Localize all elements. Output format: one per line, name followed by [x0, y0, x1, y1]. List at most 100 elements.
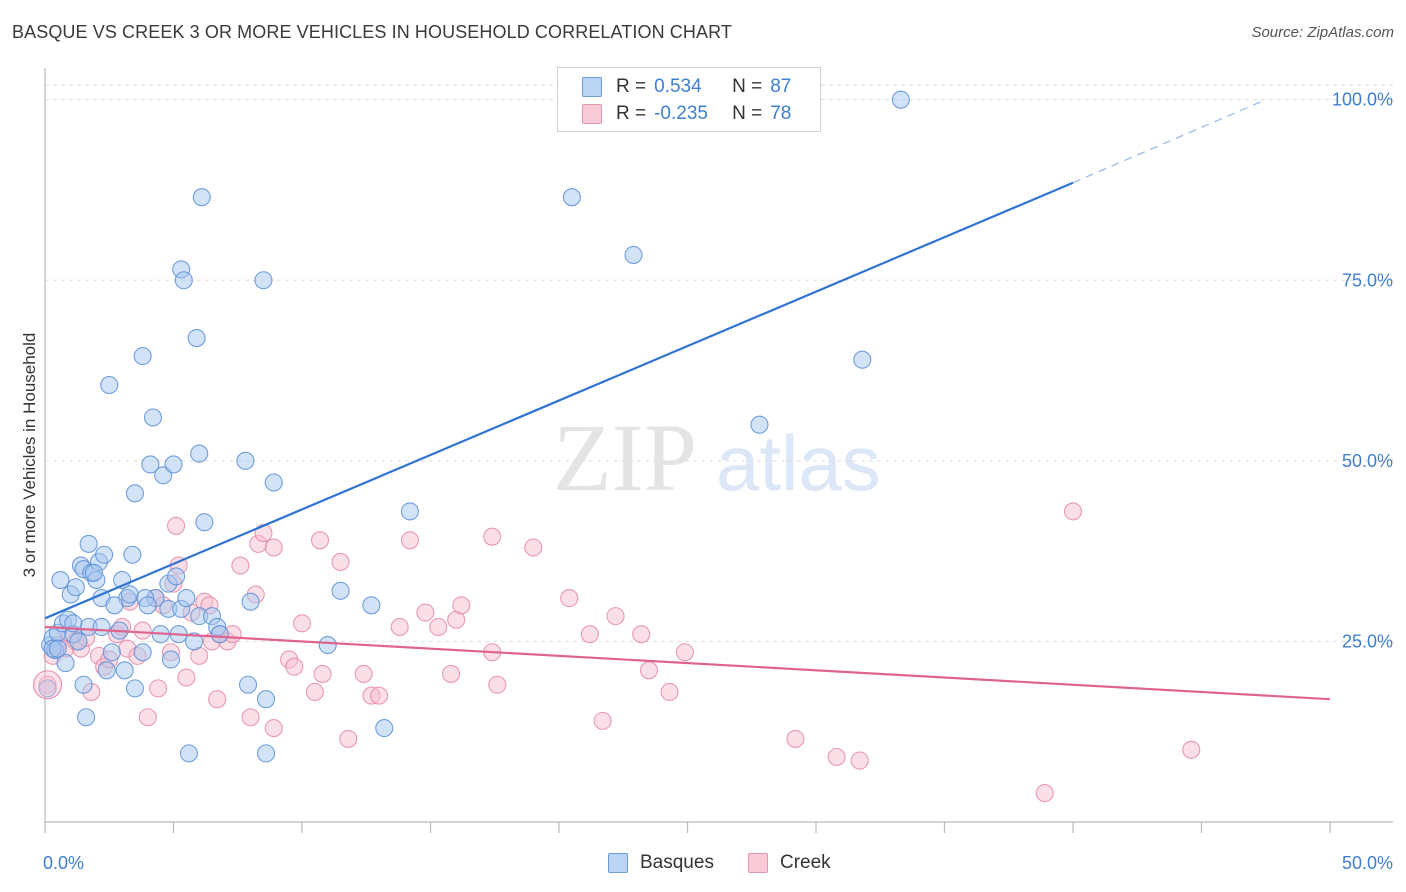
- creek-point: [429, 617, 448, 637]
- creek-point: [827, 747, 846, 767]
- basques-point: [210, 625, 229, 644]
- basques-point: [195, 513, 214, 532]
- y-tick-label: 75.0%: [1342, 270, 1393, 290]
- basques-point: [102, 643, 121, 662]
- basques-point: [185, 632, 204, 651]
- basques-point: [79, 534, 98, 553]
- basques-point: [56, 654, 75, 673]
- creek-point: [442, 664, 461, 683]
- basques-point: [174, 271, 193, 290]
- creek-point: [400, 531, 419, 550]
- creek-point: [138, 708, 157, 727]
- creek-trend-line: [44, 625, 1331, 701]
- basques-point: [254, 271, 273, 290]
- creek-swatch: [582, 104, 602, 124]
- basques-point: [51, 570, 70, 590]
- series-legend: Basques Creek: [0, 852, 1406, 878]
- creek-point: [416, 603, 435, 622]
- creek-point: [786, 729, 805, 748]
- creek-point: [177, 668, 196, 687]
- creek-point: [370, 686, 389, 705]
- n-label: N =: [732, 103, 763, 124]
- basques-point: [192, 188, 211, 207]
- basques-point: [38, 679, 57, 698]
- basques-point: [179, 744, 198, 763]
- creek-point: [488, 675, 507, 694]
- basques-point: [562, 188, 581, 207]
- x-tick-label: 50.0%: [1342, 853, 1393, 873]
- basques-point: [236, 451, 255, 470]
- creek-point: [1182, 740, 1201, 759]
- basques-swatch: [582, 77, 602, 97]
- legend-row-creek: R = -0.235 N = 78: [582, 102, 791, 126]
- r-value-basques: 0.534: [654, 76, 702, 97]
- basques-point: [187, 328, 206, 348]
- creek-point: [149, 679, 168, 698]
- creek-point: [33, 670, 63, 700]
- basques-point: [143, 408, 162, 427]
- basques-point: [133, 643, 152, 662]
- basques-point: [48, 639, 67, 658]
- basques-point: [891, 90, 910, 109]
- grid-lines: [45, 84, 1393, 642]
- r-label: R =: [616, 76, 647, 97]
- creek-point: [133, 621, 152, 640]
- creek-point: [390, 617, 409, 637]
- basques-point: [331, 581, 350, 600]
- basques-point: [624, 245, 643, 265]
- creek-point: [313, 664, 332, 683]
- basques-point: [164, 455, 183, 474]
- creek-point: [231, 556, 250, 575]
- basques-point: [318, 635, 337, 655]
- basques-point: [241, 592, 260, 611]
- source-label: Source: ZipAtlas.com: [1251, 24, 1394, 41]
- basques-point: [177, 589, 196, 608]
- creek-point: [339, 729, 358, 748]
- basques-point: [375, 719, 394, 738]
- y-tick-label: 50.0%: [1342, 451, 1393, 471]
- basques-point: [95, 545, 114, 564]
- stats-legend: R = 0.534 N = 87 R = -0.235 N = 78: [557, 67, 821, 132]
- creek-point: [483, 527, 502, 546]
- n-value-basques: 87: [770, 76, 792, 97]
- legend-label-creek: Creek: [780, 852, 831, 873]
- creek-point: [639, 661, 659, 680]
- y-tick-label: 100.0%: [1332, 90, 1393, 110]
- basques-trend-line: [44, 181, 1074, 620]
- creek-point: [593, 711, 612, 730]
- legend-row-basques: R = 0.534 N = 87: [582, 75, 791, 99]
- creek-swatch: [748, 853, 768, 873]
- basques-point: [125, 679, 144, 698]
- basques-point: [97, 661, 116, 680]
- creek-point: [606, 607, 625, 626]
- creek-point: [1063, 502, 1083, 521]
- creek-point: [580, 625, 599, 644]
- creek-point: [167, 516, 186, 535]
- creek-point: [452, 596, 471, 615]
- creek-point: [354, 664, 373, 683]
- creek-point: [241, 708, 260, 727]
- legend-item-creek[interactable]: Creek: [748, 852, 831, 874]
- legend-item-basques[interactable]: Basques: [608, 852, 714, 874]
- basques-point: [92, 617, 111, 637]
- basques-point: [125, 484, 144, 503]
- basques-point: [167, 567, 186, 586]
- basques-point: [750, 415, 769, 434]
- creek-point: [331, 552, 350, 572]
- creek-point: [524, 538, 543, 557]
- basques-point: [74, 675, 93, 694]
- n-value-creek: 78: [770, 103, 792, 124]
- n-label: N =: [732, 76, 763, 97]
- creek-point: [660, 682, 679, 702]
- y-tick-label: 25.0%: [1342, 631, 1393, 651]
- basques-point: [256, 690, 276, 709]
- basques-point: [120, 585, 139, 604]
- basques-swatch: [608, 853, 628, 873]
- creek-point: [632, 625, 651, 644]
- basques-point: [400, 502, 419, 521]
- basques-point: [256, 744, 276, 763]
- creek-point: [675, 643, 694, 662]
- basques-point: [190, 444, 209, 463]
- basques-point: [84, 563, 103, 582]
